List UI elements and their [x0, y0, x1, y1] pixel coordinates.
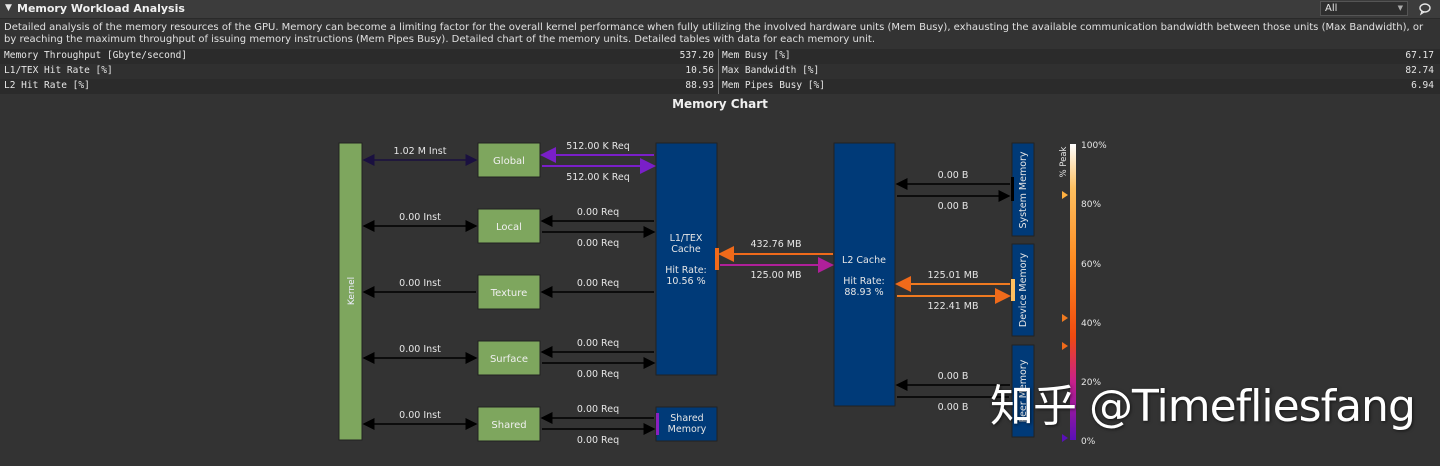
- inst-count: 0.00 Inst: [399, 212, 441, 223]
- legend-tick: 100%: [1081, 141, 1107, 151]
- section-description: Detailed analysis of the memory resource…: [4, 22, 1424, 45]
- space-label: Texture: [490, 288, 528, 299]
- shared-mem-label: Shared: [670, 413, 703, 424]
- l1-label: Cache: [671, 244, 701, 255]
- req-count: 512.00 K Req: [566, 141, 630, 152]
- shared-memory-block[interactable]: Shared Memory: [655, 406, 718, 442]
- space-local[interactable]: Local: [477, 208, 541, 244]
- bytes-label: 0.00 B: [938, 371, 969, 382]
- chart-title: Memory Chart: [672, 97, 768, 111]
- device-memory-label: Device Memory: [1018, 253, 1029, 328]
- req-count: 0.00 Req: [577, 338, 619, 349]
- shared-mem-label: Memory: [668, 424, 707, 435]
- section-title: Memory Workload Analysis: [17, 2, 185, 15]
- legend-tick: 80%: [1081, 200, 1101, 210]
- metric-value: 537.20: [679, 50, 714, 61]
- space-global[interactable]: Global: [477, 142, 541, 178]
- watermark: 知乎 @Timefliesfang: [990, 381, 1416, 432]
- req-count: 0.00 Req: [577, 207, 619, 218]
- req-count: 0.00 Req: [577, 278, 619, 289]
- l1-port: [715, 248, 719, 270]
- space-texture[interactable]: Texture: [477, 274, 541, 310]
- bytes-label: 122.41 MB: [928, 301, 979, 312]
- metric-label: L1/TEX Hit Rate [%]: [4, 65, 113, 76]
- peak-legend: % Peak 100% 80% 60% 40% 20% 0%: [1059, 141, 1107, 447]
- peer-memory-label: Peer Memory: [1018, 359, 1029, 422]
- req-count: 0.00 Req: [577, 238, 619, 249]
- metrics-row: L2 Hit Rate [%] 88.93 Mem Pipes Busy [%]…: [0, 79, 1440, 94]
- peer-memory-block[interactable]: Peer Memory: [1011, 344, 1035, 438]
- l1tex-cache-block[interactable]: L1/TEX Cache Hit Rate: 10.56 %: [655, 142, 718, 376]
- bytes-label: 0.00 B: [938, 170, 969, 181]
- legend-tick: 60%: [1081, 260, 1101, 270]
- l2-label: L2 Cache: [842, 255, 886, 266]
- inst-count: 0.00 Inst: [399, 410, 441, 421]
- space-label: Local: [496, 222, 522, 233]
- metric-label: Memory Throughput [Gbyte/second]: [4, 50, 188, 61]
- req-count: 0.00 Req: [577, 369, 619, 380]
- l2-cache-block[interactable]: L2 Cache Hit Rate: 88.93 %: [833, 142, 896, 407]
- req-count: 0.00 Req: [577, 435, 619, 446]
- space-label: Surface: [490, 354, 528, 365]
- metric-value: 6.94: [1411, 80, 1434, 91]
- metrics-row: Memory Throughput [Gbyte/second] 537.20 …: [0, 49, 1440, 64]
- req-count: 512.00 K Req: [566, 172, 630, 183]
- legend-tick: 0%: [1081, 437, 1096, 447]
- kernel-label: Kernel: [347, 277, 357, 305]
- legend-title: % Peak: [1059, 146, 1069, 177]
- metric-value: 88.93: [685, 80, 714, 91]
- system-memory-label: System Memory: [1018, 151, 1029, 228]
- metrics-row: L1/TEX Hit Rate [%] 10.56 Max Bandwidth …: [0, 64, 1440, 79]
- kernel-block[interactable]: Kernel: [338, 142, 363, 441]
- comment-button[interactable]: [1417, 1, 1433, 17]
- filter-value: All: [1325, 3, 1338, 14]
- bytes-label: 125.00 MB: [751, 270, 802, 281]
- space-shared[interactable]: Shared: [477, 406, 541, 442]
- l2-hit-label: Hit Rate:: [843, 276, 885, 287]
- bytes-label: 0.00 B: [938, 402, 969, 413]
- bytes-label: 125.01 MB: [928, 270, 979, 281]
- system-memory-block[interactable]: System Memory: [1011, 142, 1035, 237]
- metric-value: 10.56: [685, 65, 714, 76]
- bytes-label: 432.76 MB: [751, 239, 802, 250]
- inst-count: 0.00 Inst: [399, 344, 441, 355]
- chevron-down-icon: ▼: [1397, 4, 1403, 12]
- comment-icon: [1419, 3, 1431, 16]
- space-surface[interactable]: Surface: [477, 340, 541, 376]
- inst-count: 1.02 M Inst: [394, 146, 447, 157]
- metric-value: 67.17: [1405, 50, 1434, 61]
- device-memory-block[interactable]: Device Memory: [1011, 243, 1035, 337]
- l2-hit-value: 88.93 %: [844, 287, 883, 298]
- l1-hit-value: 10.56 %: [666, 276, 705, 287]
- legend-marker-icon: [1062, 191, 1068, 199]
- legend-marker-icon: [1062, 434, 1068, 442]
- metric-label: Mem Pipes Busy [%]: [722, 80, 825, 91]
- metric-label: Max Bandwidth [%]: [722, 65, 820, 76]
- legend-tick: 20%: [1081, 378, 1101, 388]
- section-header[interactable]: ▼ Memory Workload Analysis: [0, 0, 1440, 19]
- metrics-table: Memory Throughput [Gbyte/second] 537.20 …: [0, 49, 1440, 94]
- l1-hit-label: Hit Rate:: [665, 265, 707, 276]
- metric-label: Mem Busy [%]: [722, 50, 791, 61]
- legend-tick: 40%: [1081, 319, 1101, 329]
- inst-count: 0.00 Inst: [399, 278, 441, 289]
- metric-label: L2 Hit Rate [%]: [4, 80, 90, 91]
- collapse-caret-icon[interactable]: ▼: [5, 3, 12, 13]
- filter-dropdown[interactable]: All ▼: [1320, 1, 1408, 16]
- legend-marker-icon: [1062, 342, 1068, 350]
- space-label: Shared: [491, 420, 526, 431]
- space-label: Global: [493, 156, 525, 167]
- req-count: 0.00 Req: [577, 404, 619, 415]
- bytes-label: 0.00 B: [938, 201, 969, 212]
- l1-label: L1/TEX: [670, 233, 703, 244]
- legend-marker-icon: [1062, 314, 1068, 322]
- metric-value: 82.74: [1405, 65, 1434, 76]
